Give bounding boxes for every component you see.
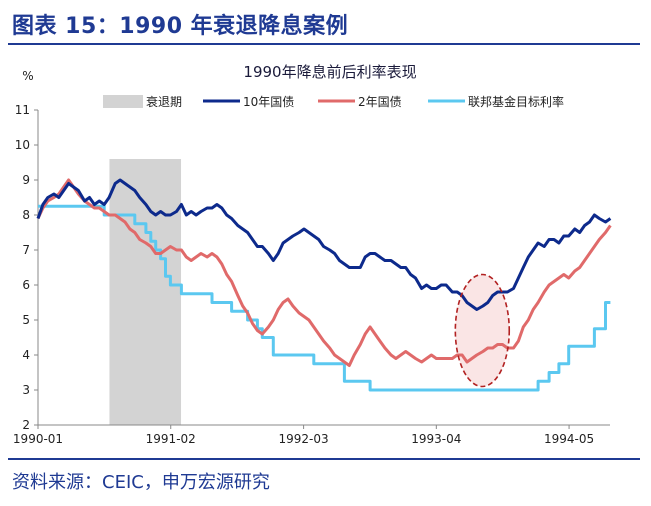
legend-swatch-recession [103,95,143,108]
y-tick-label: 11 [15,103,30,117]
header-rule [8,43,640,45]
figure-title: 图表 15：1990 年衰退降息案例 [12,14,349,39]
legend-label-recession: 衰退期 [146,94,182,109]
footer-rule [8,458,640,460]
x-tick-label: 1994-05 [544,432,594,446]
legend: 衰退期 10年国债 2年国债 联邦基金目标利率 [103,94,564,109]
y-tick-label: 5 [22,313,30,327]
x-tick-label: 1992-03 [279,432,329,446]
y-tick-label: 4 [22,348,30,362]
recession-band [109,159,182,425]
x-tick-label: 1993-04 [411,432,461,446]
y-tick-label: 7 [22,243,30,257]
series-line-treasury_10y [36,178,612,311]
x-tick-label: 1990-01 [13,432,63,446]
x-tick-label: 1991-02 [146,432,196,446]
chart-title: 1990年降息前后利率表现 [243,63,416,81]
legend-label-fed: 联邦基金目标利率 [468,94,564,109]
y-tick-label: 8 [22,208,30,222]
y-tick-label: 9 [22,173,30,187]
y-tick-label: 6 [22,278,30,292]
y-tick-label: 2 [22,418,30,432]
y-tick-label: 3 [22,383,30,397]
series-line-treasury_2y [36,178,612,367]
y-tick-label: 10 [15,138,30,152]
source-note: 资料来源：CEIC，申万宏源研究 [12,472,270,493]
legend-label-2y: 2年国债 [358,95,402,109]
y-axis-unit: % [22,69,33,83]
legend-label-10y: 10年国债 [243,95,294,109]
highlight-ring [454,273,511,388]
